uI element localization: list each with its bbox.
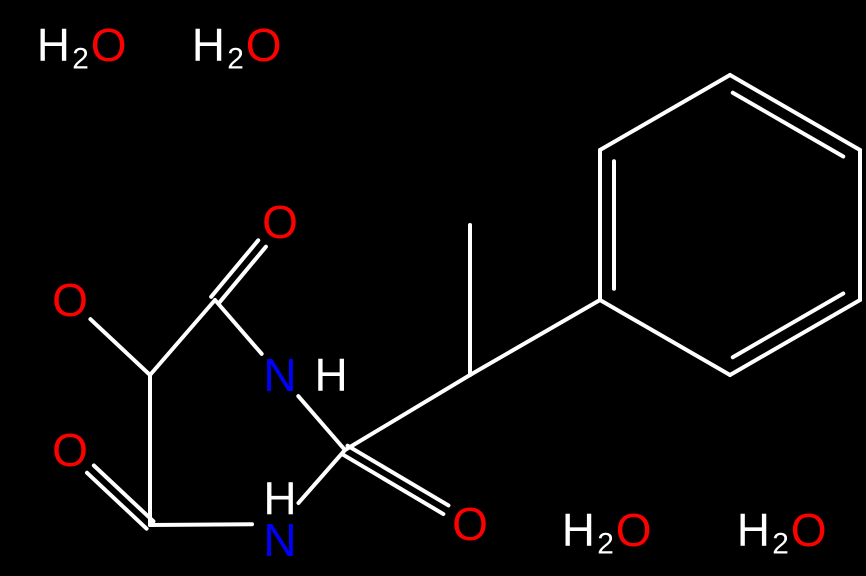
water-molecule: H2O	[562, 504, 652, 560]
water-molecule: H2O	[37, 19, 127, 75]
bond	[470, 300, 600, 375]
bond	[87, 473, 147, 529]
hydrogen-label: H	[315, 349, 348, 401]
bond	[348, 446, 449, 506]
bond-inner	[733, 293, 844, 357]
bond	[150, 524, 252, 525]
oxygen-atom: O	[452, 498, 488, 550]
bond-inner	[733, 93, 844, 157]
water-O: O	[246, 19, 282, 71]
bond	[150, 300, 215, 375]
nitrogen-atom: N	[263, 349, 296, 401]
oxygen-atom: O	[262, 196, 298, 248]
bond	[94, 466, 154, 522]
water-subscript: 2	[227, 42, 244, 75]
bond	[730, 300, 860, 375]
water-H: H	[37, 19, 70, 71]
water-H: H	[192, 19, 225, 71]
bond	[298, 396, 345, 450]
water-H: H	[737, 504, 770, 556]
bond	[730, 75, 860, 150]
water-H: H	[562, 504, 595, 556]
bond	[342, 454, 443, 514]
water-subscript: 2	[597, 527, 614, 560]
oxygen-atom: O	[52, 424, 88, 476]
water-subscript: 2	[72, 42, 89, 75]
bond	[90, 319, 150, 375]
oxygen-atom: O	[52, 274, 88, 326]
bond	[600, 75, 730, 150]
water-O: O	[91, 19, 127, 71]
water-O: O	[616, 504, 652, 556]
chemical-structure-diagram: OOONHHNOH2OH2OH2OH2O	[0, 0, 866, 576]
water-molecule: H2O	[737, 504, 827, 560]
bond	[219, 247, 266, 303]
water-O: O	[791, 504, 827, 556]
bond	[600, 300, 730, 375]
water-subscript: 2	[772, 527, 789, 560]
bond	[298, 450, 345, 503]
nitrogen-atom: N	[263, 514, 296, 566]
bond	[345, 375, 470, 450]
bond	[215, 300, 262, 354]
water-molecule: H2O	[192, 19, 282, 75]
bond	[211, 240, 258, 296]
